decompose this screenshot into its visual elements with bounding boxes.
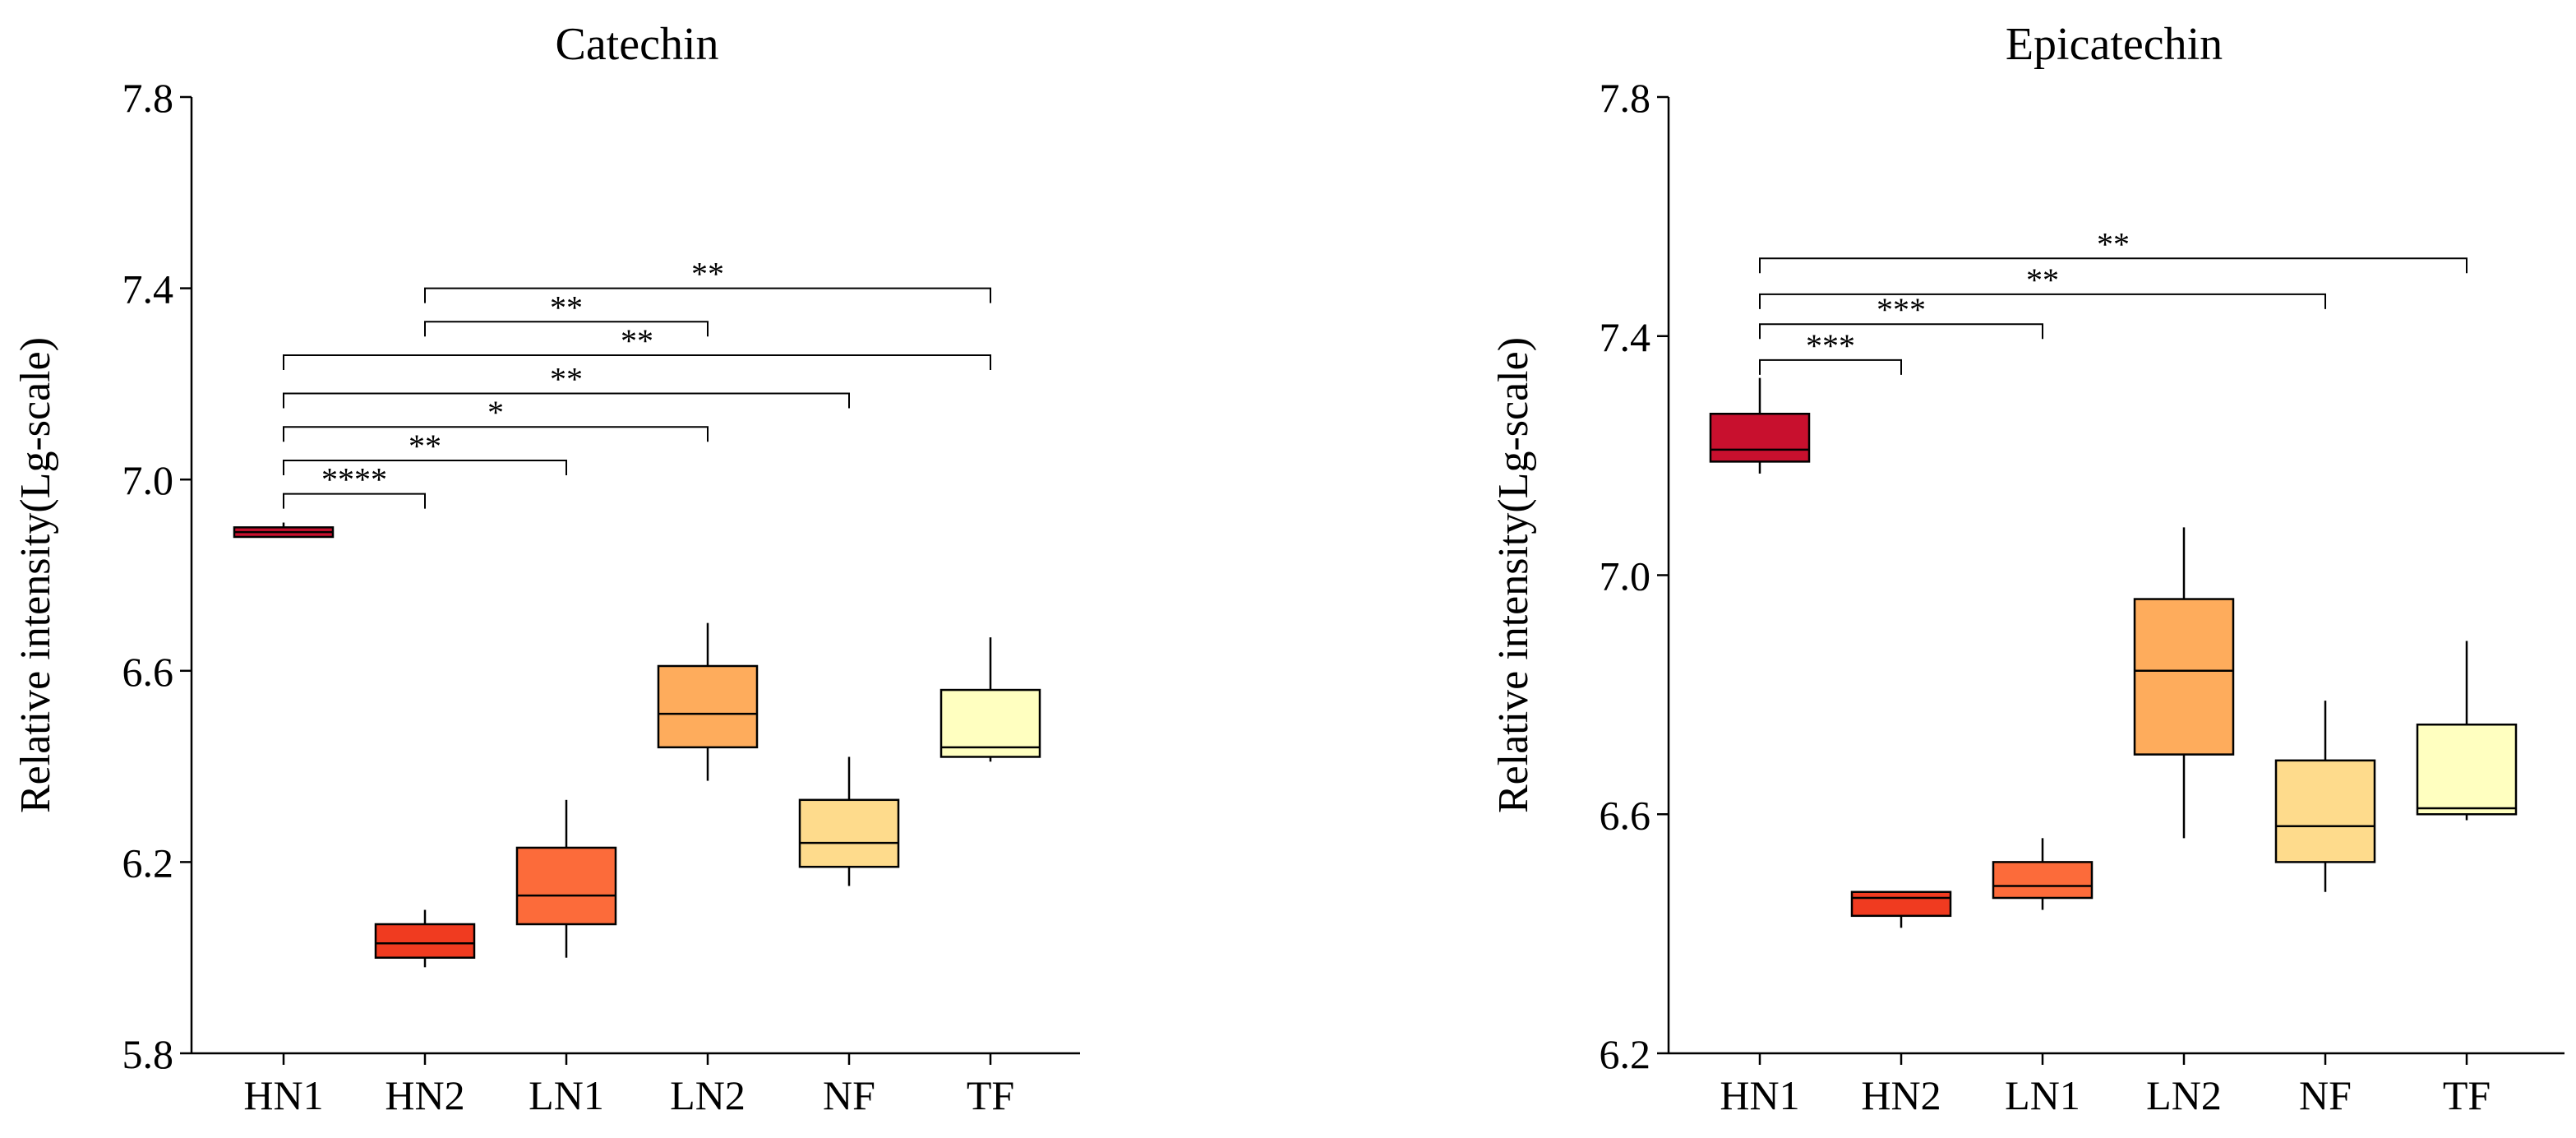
epicatechin-x-tick-label: NF bbox=[2299, 1072, 2352, 1118]
catechin-x-tick-label: HN1 bbox=[243, 1072, 323, 1118]
epicatechin-significance-label: *** bbox=[1806, 327, 1855, 364]
catechin-significance-bracket bbox=[424, 321, 709, 337]
epicatechin-x-tick-label: TF bbox=[2443, 1072, 2491, 1118]
catechin-y-tick-label: 5.8 bbox=[122, 1031, 174, 1077]
catechin-significance-bracket bbox=[283, 426, 709, 442]
epicatechin-ln1-box bbox=[1992, 861, 2094, 900]
catechin-significance-bracket bbox=[283, 392, 850, 409]
catechin-significance-label: ** bbox=[409, 428, 441, 465]
catechin-y-tick-label: 6.2 bbox=[122, 840, 174, 886]
epicatechin-significance-bracket bbox=[1759, 359, 1902, 375]
catechin-nf-box bbox=[798, 798, 900, 868]
catechin-significance-bracket bbox=[283, 493, 426, 509]
epicatechin-y-tick-label: 6.2 bbox=[1600, 1031, 1651, 1077]
epicatechin-x-tick-label: LN2 bbox=[2146, 1072, 2222, 1118]
catechin-significance-label: ** bbox=[691, 256, 724, 293]
catechin-significance-bracket bbox=[424, 287, 991, 303]
epicatechin-y-axis-label: Relative intensity(Lg-scale) bbox=[1490, 337, 1537, 813]
epicatechin-panel: Epicatechin Relative intensity(Lg-scale) 6… bbox=[1490, 19, 2564, 1118]
epicatechin-significance-label: ** bbox=[2097, 225, 2130, 262]
catechin-significance-label: **** bbox=[321, 461, 387, 498]
epicatechin-y-tick-label: 6.6 bbox=[1600, 792, 1651, 838]
epicatechin-x-tick-label: HN2 bbox=[1861, 1072, 1941, 1118]
epicatechin-title: Epicatechin bbox=[2006, 19, 2223, 70]
epicatechin-significance-bracket bbox=[1759, 323, 2043, 340]
catechin-x-tick-label: LN2 bbox=[670, 1072, 746, 1118]
catechin-y-tick-label: 7.8 bbox=[122, 75, 174, 121]
epicatechin-x-tick-label: HN1 bbox=[1720, 1072, 1799, 1118]
catechin-y-tick-label: 7.4 bbox=[122, 266, 174, 312]
epicatechin-significance-bracket bbox=[1759, 257, 2468, 274]
catechin-significance-label: ** bbox=[550, 361, 583, 398]
epicatechin-nf-box bbox=[2274, 759, 2376, 863]
catechin-x-tick-label: TF bbox=[967, 1072, 1014, 1118]
catechin-x-tick-label: LN1 bbox=[529, 1072, 604, 1118]
catechin-ln2-box bbox=[657, 664, 759, 749]
epicatechin-significance-label: *** bbox=[1877, 291, 1926, 328]
epicatechin-hn2-box bbox=[1850, 891, 1952, 918]
catechin-panel: Catechin Relative intensity(Lg-scale) 5.8 6… bbox=[12, 19, 1080, 1118]
catechin-significance-bracket bbox=[283, 354, 991, 371]
epicatechin-y-tick-label: 7.8 bbox=[1600, 75, 1651, 121]
catechin-title: Catechin bbox=[555, 19, 718, 70]
epicatechin-ln2-box bbox=[2133, 598, 2235, 756]
catechin-x-tick-label: NF bbox=[823, 1072, 875, 1118]
epicatechin-tf-box bbox=[2416, 723, 2518, 816]
catechin-significance-label: ** bbox=[550, 289, 583, 326]
catechin-y-tick-label: 7.0 bbox=[122, 457, 174, 503]
catechin-y-tick-label: 6.6 bbox=[122, 649, 174, 695]
epicatechin-x-tick-label: LN1 bbox=[2005, 1072, 2080, 1118]
epicatechin-significance-bracket bbox=[1759, 293, 2326, 309]
epicatechin-y-tick-label: 7.4 bbox=[1600, 314, 1651, 360]
catechin-x-tick-label: HN2 bbox=[385, 1072, 464, 1118]
catechin-y-axis-label: Relative intensity(Lg-scale) bbox=[12, 337, 59, 813]
epicatechin-significance-label: ** bbox=[2026, 261, 2059, 298]
catechin-hn2-box bbox=[374, 923, 476, 959]
epicatechin-y-tick-label: 7.0 bbox=[1600, 553, 1651, 599]
catechin-significance-bracket bbox=[283, 459, 567, 475]
catechin-ln1-box bbox=[515, 846, 617, 926]
epicatechin-hn1-box bbox=[1709, 412, 1811, 463]
catechin-tf-box bbox=[939, 688, 1041, 758]
catechin-significance-label: * bbox=[487, 394, 504, 431]
catechin-significance-label: ** bbox=[621, 322, 653, 359]
